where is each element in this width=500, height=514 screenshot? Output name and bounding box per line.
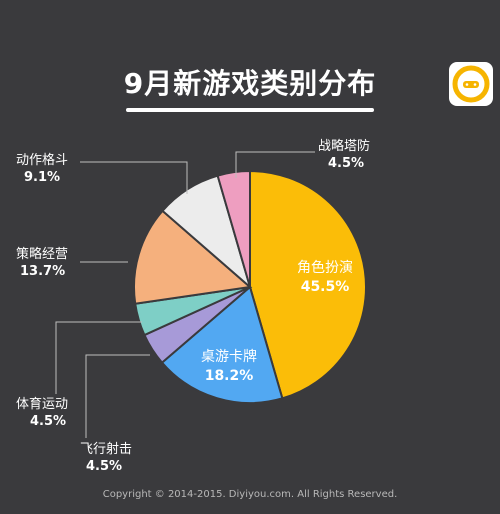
label-name: 角色扮演 xyxy=(297,260,353,276)
page-title: 9月新游戏类别分布 xyxy=(123,67,377,100)
copyright-footer: Copyright © 2014-2015. Diyiyou.com. All … xyxy=(102,489,398,500)
label-value: 18.2% xyxy=(204,368,254,384)
title-underline xyxy=(126,108,374,112)
label-value: 4.5% xyxy=(328,156,365,171)
label-name: 策略经营 xyxy=(16,247,69,262)
label-name: 桌游卡牌 xyxy=(201,349,257,365)
label-value: 13.7% xyxy=(20,264,66,279)
app-logo xyxy=(449,62,493,106)
leader-strategy-td xyxy=(235,151,315,178)
leader-lines xyxy=(55,151,315,438)
pie-slice-card xyxy=(160,285,284,404)
label-value: 4.5% xyxy=(86,459,123,474)
label-name: 动作格斗 xyxy=(16,153,69,168)
leader-shooter xyxy=(85,354,150,438)
label-card: 桌游卡牌 18.2% xyxy=(194,348,264,386)
label-name: 飞行射击 xyxy=(80,442,133,457)
pie-slice-rpg xyxy=(249,169,367,400)
label-strategy-td: 战略塔防 4.5% xyxy=(318,138,370,172)
leader-sports xyxy=(55,321,142,394)
label-shooter: 飞行射击 4.5% xyxy=(80,441,132,475)
label-strategy-sim: 策略经营 13.7% xyxy=(16,246,68,280)
label-value: 4.5% xyxy=(30,414,67,429)
label-value: 9.1% xyxy=(24,170,61,185)
pie-slice-strategy-td xyxy=(216,169,251,288)
label-name: 体育运动 xyxy=(16,397,69,412)
pie-slices xyxy=(133,169,367,404)
leader-action xyxy=(80,161,188,194)
label-rpg: 角色扮演 45.5% xyxy=(290,259,360,297)
label-value: 45.5% xyxy=(300,279,350,295)
label-action: 动作格斗 9.1% xyxy=(16,152,68,186)
label-name: 战略塔防 xyxy=(318,139,371,154)
pie-slice-strategy-sim xyxy=(133,209,253,305)
label-sports: 体育运动 4.5% xyxy=(16,396,68,430)
